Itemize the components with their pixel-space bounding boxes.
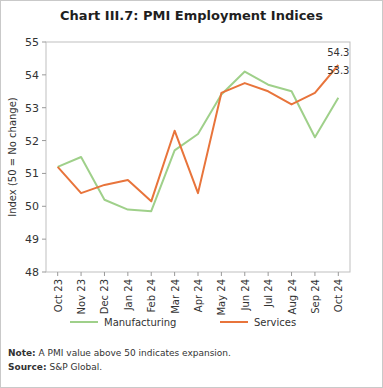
data-label: 54.3 (327, 47, 349, 58)
y-tick-label: 52 (25, 135, 39, 148)
x-tick (81, 272, 82, 276)
y-tick-label: 50 (25, 200, 39, 213)
legend-swatch (70, 321, 98, 323)
x-tick-label: Sep 24 (310, 279, 321, 314)
title: Chart III.7: PMI Employment Indices (60, 8, 323, 23)
y-tick (42, 206, 46, 207)
x-tick (244, 272, 245, 276)
x-tick-label: Jan 24 (123, 279, 134, 311)
data-label: 53.3 (327, 65, 349, 76)
y-tick-label: 53 (25, 102, 39, 115)
x-tick (198, 272, 199, 276)
x-tick-label: Feb 24 (146, 279, 157, 313)
x-tick-label: Apr 24 (193, 279, 204, 312)
y-tick-label: 54 (25, 69, 39, 82)
x-tick-label: Mar 24 (170, 279, 181, 314)
note-body: A PMI value above 50 indicates expansion… (36, 348, 231, 358)
x-tick (104, 272, 105, 276)
legend-swatch (220, 321, 248, 323)
x-tick-label: Dec 23 (99, 279, 110, 314)
plot-frame (46, 42, 350, 272)
x-tick (57, 272, 58, 276)
legend-label: Services (254, 317, 296, 328)
chart: Chart III.7: PMI Employment Indices 48 49 5… (0, 0, 383, 388)
x-tick (127, 272, 128, 276)
x-tick-label: Oct 24 (333, 279, 344, 312)
y-tick (42, 74, 46, 75)
background (1, 1, 383, 388)
x-tick (221, 272, 222, 276)
source-body: S&P Global. (47, 362, 102, 372)
y-tick (42, 140, 46, 141)
series-line (58, 65, 339, 201)
x-tick-label: Oct 23 (53, 279, 64, 312)
y-tick (42, 239, 46, 240)
y-tick (42, 173, 46, 174)
y-tick-label: 51 (25, 167, 39, 180)
y-tick (42, 272, 46, 273)
x-tick (151, 272, 152, 276)
note: Note: A PMI value above 50 indicates exp… (8, 348, 231, 358)
plot-area (58, 65, 339, 211)
x-tick-label: May 24 (216, 279, 227, 316)
x-tick (268, 272, 269, 276)
y-tick-label: 49 (25, 233, 39, 246)
x-tick-label: Jun 24 (240, 279, 251, 312)
y-tick (42, 107, 46, 108)
y-axis-label: Index (50 = No change) (7, 97, 18, 217)
x-tick (291, 272, 292, 276)
x-tick-label: Aug 24 (287, 279, 298, 314)
source-lead: Source: (8, 362, 47, 372)
x-tick (174, 272, 175, 276)
y-tick-label: 55 (25, 36, 39, 49)
x-tick-label: Jul 24 (263, 279, 274, 308)
note-lead: Note: (8, 348, 36, 358)
y-tick-label: 48 (25, 266, 39, 279)
x-tick (314, 272, 315, 276)
y-tick (42, 42, 46, 43)
legend-label: Manufacturing (104, 317, 176, 328)
x-tick-label: Nov 23 (76, 279, 87, 314)
source: Source: S&P Global. (8, 362, 102, 372)
x-tick (338, 272, 339, 276)
